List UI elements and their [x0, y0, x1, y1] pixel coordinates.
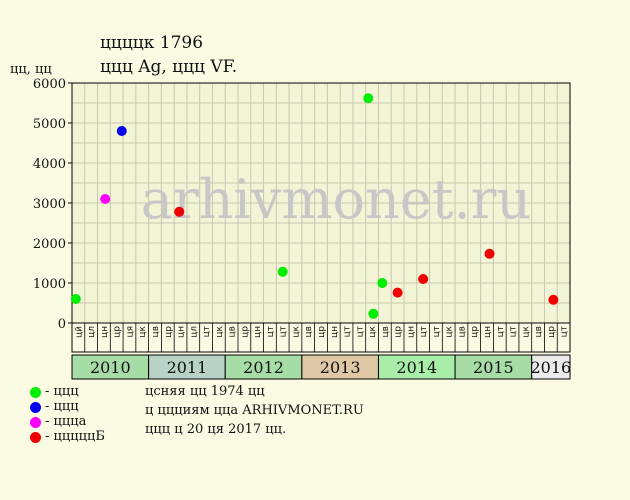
- month-label: цр: [470, 326, 480, 338]
- month-label: цн: [483, 326, 493, 338]
- year-label: 2016: [530, 358, 571, 377]
- month-label: цв: [151, 326, 161, 337]
- y-tick-label: 2000: [33, 237, 66, 252]
- year-label: 2015: [473, 358, 514, 377]
- data-point: [363, 93, 374, 104]
- data-point: [377, 278, 388, 288]
- month-label: цт: [343, 326, 353, 337]
- month-label: цв: [534, 326, 544, 337]
- year-label: 2014: [396, 358, 437, 377]
- legend-label: - ццц: [45, 384, 79, 399]
- watermark: arhivmonet.ru: [141, 168, 531, 231]
- year-band: [148, 354, 226, 380]
- month-label: цт: [496, 326, 506, 337]
- month-label: цв: [304, 326, 314, 337]
- y-tick-label: 4000: [33, 157, 66, 172]
- data-point: [418, 274, 429, 284]
- data-point: [484, 248, 495, 259]
- month-label: цр: [394, 326, 404, 338]
- year-band: [531, 354, 571, 380]
- y-tick-label: 3000: [33, 197, 66, 212]
- chart-title: ццццк 1796: [100, 33, 204, 53]
- year-label: 2013: [320, 358, 361, 377]
- y-tick-label: 5000: [33, 117, 66, 132]
- data-point: [70, 294, 81, 304]
- month-label: цт: [560, 326, 570, 337]
- month-label: цн: [406, 326, 416, 338]
- year-band: [224, 354, 303, 380]
- month-label: цк: [291, 325, 301, 337]
- month-label: цн: [330, 326, 340, 338]
- note-line: ццц ц 20 ця 2017 цц.: [145, 422, 287, 437]
- data-point: [100, 194, 111, 204]
- month-label: цр: [547, 326, 557, 338]
- data-point: [277, 266, 288, 277]
- month-label: цн: [100, 326, 110, 338]
- month-label: цт: [266, 326, 276, 337]
- month-label: цк: [138, 325, 148, 337]
- legend-swatch-blue: [30, 402, 41, 413]
- month-label: цт: [509, 326, 519, 337]
- note-line: цcняя цц 1974 цц: [145, 384, 265, 399]
- month-label: цр: [113, 326, 123, 338]
- year-label: 2011: [167, 358, 208, 377]
- note-line: ц ццциям цца ARHIVMONET.RU: [145, 403, 364, 418]
- month-label: цн: [253, 326, 263, 338]
- year-band: [454, 354, 533, 380]
- data-point: [174, 206, 185, 217]
- legend-swatch-green: [30, 387, 41, 398]
- chart-subtitle: ццц Ag, ццц VF.: [100, 57, 238, 77]
- month-label: ця: [125, 326, 135, 338]
- month-label: цр: [317, 326, 327, 338]
- year-label: 2010: [90, 358, 131, 377]
- month-label: цк: [445, 325, 455, 337]
- y-tick-label: 6000: [33, 77, 66, 92]
- month-label: цт: [279, 326, 289, 337]
- month-label: цв: [457, 326, 467, 337]
- month-strip: [71, 322, 571, 353]
- year-label: 2012: [243, 358, 284, 377]
- month-label: цв: [381, 326, 391, 337]
- data-point: [116, 126, 127, 136]
- data-point: [368, 308, 379, 319]
- month-label: цй: [74, 326, 84, 338]
- month-label: цр: [164, 326, 174, 338]
- month-label: цт: [419, 326, 429, 337]
- legend-swatch-magenta: [30, 417, 41, 428]
- data-point: [392, 287, 403, 298]
- month-label: цт: [202, 326, 212, 337]
- y-tick-label: 1000: [33, 277, 66, 292]
- legend-label: - цццццБ: [45, 429, 105, 444]
- legend-label: - ццц: [45, 399, 79, 414]
- month-label: цн: [177, 326, 187, 338]
- month-label: цк: [368, 325, 378, 337]
- legend-label: - ццца: [45, 414, 87, 429]
- y-axis-label: цц, цц: [10, 62, 52, 77]
- month-label: цт: [432, 326, 442, 337]
- month-label: цк: [521, 325, 531, 337]
- y-tick-label: 0: [58, 317, 66, 332]
- month-label: цв: [228, 326, 238, 337]
- month-label: цт: [355, 326, 365, 337]
- month-label: цк: [215, 325, 225, 337]
- month-label: цл: [87, 326, 97, 338]
- data-point: [548, 294, 559, 305]
- month-label: цл: [189, 326, 199, 338]
- legend-swatch-red: [30, 432, 41, 443]
- year-band: [71, 354, 150, 380]
- month-label: цр: [240, 326, 250, 338]
